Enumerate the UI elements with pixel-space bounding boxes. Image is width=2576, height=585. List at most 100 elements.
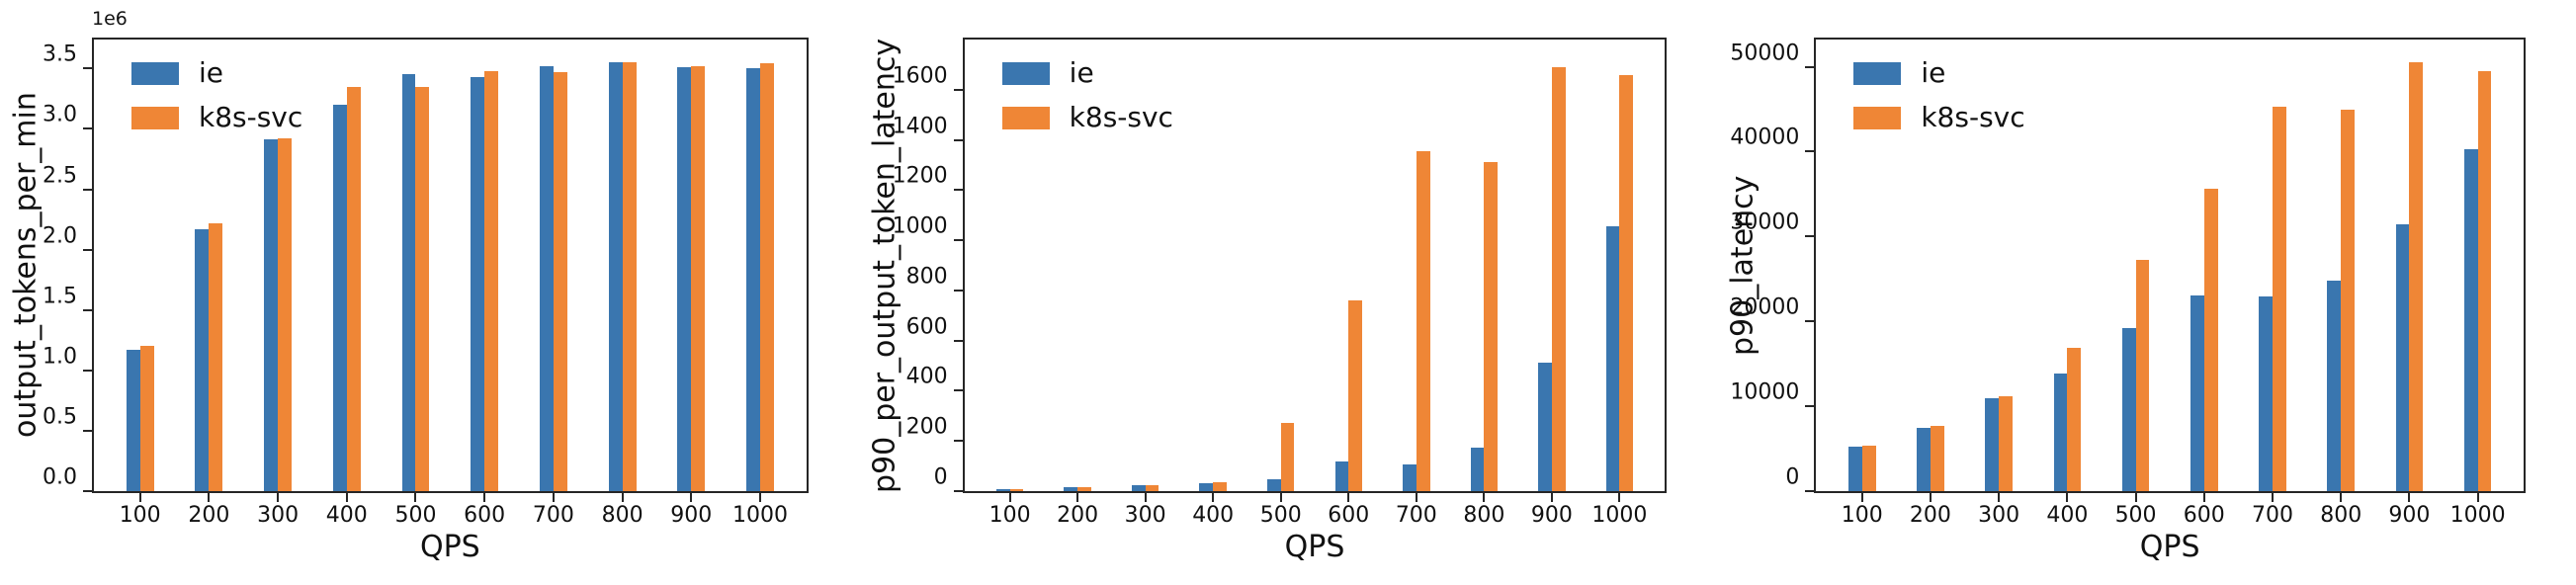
y-tick-label: 0 [933,464,948,490]
x-tick-mark [1929,493,1932,502]
y-tick-label: 600 [905,314,948,340]
bar-ie-qps-600 [1334,461,1349,491]
y-tick-label: 3.0 [43,102,77,127]
subplot-p90-per-output-token-latency: p90_per_output_token_latency 0 200 400 600 8… [859,0,1718,585]
bar-ie-qps-400 [332,104,347,491]
x-tick-label: 900 [670,503,713,528]
y-tick-label: 0 [1785,464,1800,490]
x-tick-mark [2476,493,2479,502]
bar-k8s-svc-qps-200 [1077,487,1091,491]
bar-k8s-svc-qps-100 [139,346,154,491]
x-tick-label: 800 [601,503,644,528]
y-tick-mark [83,429,92,432]
x-tick-label: 600 [464,503,506,528]
plot-area: 0.0 0.5 1.0 1.5 2.0 2.5 3.0 3.5 100 200 300 400 500 6… [43,38,809,528]
subplot-output-tokens-per-min: output_tokens_per_min 1e6 0.0 0.5 1.0 1.5 2.… [0,0,859,585]
legend-swatch-k8s-svc [1001,106,1050,129]
y-tick-mark [953,239,963,242]
y-tick-mark [953,88,963,91]
bar-ie-qps-300 [264,139,279,491]
bar-ie-qps-200 [1917,428,1931,491]
y-tick-label: 0.0 [43,464,77,490]
y-tick-mark [1805,490,1815,492]
x-axis-label: QPS [2139,530,2200,564]
legend-item-ie: ie [1853,59,2024,87]
bar-k8s-svc-qps-100 [1009,488,1024,491]
x-tick-mark [277,493,280,502]
y-tick-label: 1600 [892,63,948,89]
x-tick-mark [1212,493,1215,502]
bar-ie-qps-100 [126,350,140,491]
bar-ie-qps-300 [1985,398,2000,491]
legend-swatch-ie [1001,61,1050,85]
x-tick-label: 200 [1057,503,1099,528]
bar-ie-qps-900 [2395,224,2410,491]
x-tick-label: 600 [2183,503,2225,528]
legend-item-ie: ie [131,59,302,87]
bar-k8s-svc-qps-500 [1280,423,1295,491]
bar-k8s-svc-qps-200 [1930,425,1944,491]
y-tick-mark [1805,65,1815,68]
x-tick-mark [2340,493,2343,502]
bar-ie-qps-700 [2259,296,2273,491]
legend-item-k8s-svc: k8s-svc [1001,104,1173,131]
x-tick-mark [1550,493,1553,502]
y-tick-label: 10000 [1730,379,1800,405]
legend-label: ie [1921,56,1946,89]
x-tick-mark [2134,493,2137,502]
legend: ie k8s-svc [131,59,302,131]
x-tick-mark [552,493,555,502]
bar-k8s-svc-qps-600 [1348,300,1362,491]
x-tick-mark [1008,493,1011,502]
y-tick-mark [953,490,963,492]
bar-k8s-svc-qps-800 [1484,161,1499,491]
x-axis-label: QPS [419,530,480,564]
x-tick-label: 800 [1463,503,1505,528]
y-tick-mark [83,127,92,130]
bar-ie-qps-500 [401,74,416,491]
x-tick-mark [758,493,761,502]
y-tick-mark [83,308,92,311]
x-tick-mark [2408,493,2411,502]
subplot-p90-latency: p90_latency 0 10000 20000 30000 40000 50000 10… [1717,0,2576,585]
legend-swatch-k8s-svc [1853,106,1902,129]
y-tick-mark [953,138,963,141]
y-tick-label: 0.5 [43,404,77,430]
bar-ie-qps-600 [471,76,485,491]
legend-label: ie [199,56,224,89]
bar-k8s-svc-qps-400 [2067,347,2082,491]
x-tick-mark [1279,493,1282,502]
y-tick-label: 800 [905,264,948,290]
bar-k8s-svc-qps-600 [2203,189,2218,491]
bar-k8s-svc-qps-900 [691,65,706,491]
bar-ie-qps-800 [1470,447,1485,491]
y-tick-label: 1.5 [43,284,77,309]
y-tick-label: 30000 [1730,209,1800,235]
x-tick-mark [2272,493,2274,502]
bar-ie-qps-900 [1538,362,1552,491]
x-tick-label: 100 [1841,503,1883,528]
x-tick-label: 900 [1530,503,1573,528]
bar-ie-qps-300 [1131,485,1146,491]
y-tick-label: 400 [905,364,948,389]
y-tick-mark [1805,150,1815,153]
x-tick-label: 400 [2046,503,2089,528]
x-tick-mark [138,493,141,502]
bar-ie-qps-100 [1847,447,1862,491]
bar-k8s-svc-qps-700 [553,72,567,491]
bar-ie-qps-1000 [746,68,760,491]
x-tick-label: 100 [988,503,1031,528]
bar-k8s-svc-qps-900 [2409,62,2424,491]
legend-swatch-k8s-svc [131,106,179,129]
x-tick-mark [345,493,348,502]
y-tick-label: 1000 [892,213,948,239]
bar-k8s-svc-qps-600 [484,70,499,491]
bar-ie-qps-200 [1064,487,1078,491]
x-tick-label: 500 [2114,503,2157,528]
y-tick-label: 1400 [892,114,948,139]
x-tick-label: 700 [2252,503,2293,528]
legend-label: ie [1069,56,1094,89]
legend-item-k8s-svc: k8s-svc [1853,104,2025,131]
y-tick-mark [953,339,963,342]
bar-k8s-svc-qps-700 [2273,106,2286,491]
